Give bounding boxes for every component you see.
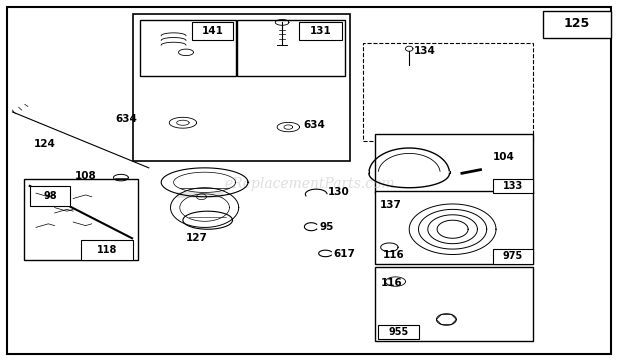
Bar: [375, 134, 533, 193]
Text: 134: 134: [414, 46, 436, 56]
Text: 125: 125: [564, 17, 590, 30]
Text: 137: 137: [380, 200, 402, 210]
Text: 127: 127: [186, 233, 208, 243]
Text: 118: 118: [97, 245, 117, 255]
Text: eReplacementParts.com: eReplacementParts.com: [224, 177, 396, 191]
Text: 955: 955: [388, 327, 409, 337]
Bar: [378, 325, 418, 339]
Bar: [237, 20, 345, 76]
Bar: [299, 22, 342, 40]
Text: 116: 116: [381, 278, 403, 288]
Text: 124: 124: [34, 139, 56, 149]
Bar: [375, 267, 533, 341]
Text: 108: 108: [74, 171, 96, 181]
Text: 95: 95: [319, 222, 334, 232]
Bar: [493, 179, 533, 193]
Bar: [81, 240, 133, 260]
Bar: [192, 22, 232, 40]
Text: 975: 975: [503, 251, 523, 261]
Bar: [493, 249, 533, 264]
Text: 617: 617: [333, 249, 355, 259]
Text: 130: 130: [327, 187, 349, 197]
Text: 104: 104: [493, 152, 515, 162]
Text: 131: 131: [309, 26, 332, 36]
Text: 98: 98: [43, 191, 56, 201]
Bar: [363, 43, 533, 141]
Text: 133: 133: [503, 181, 523, 191]
Text: 116: 116: [383, 250, 405, 260]
Bar: [375, 191, 533, 264]
Bar: [30, 186, 70, 206]
Bar: [542, 11, 611, 38]
Bar: [24, 179, 138, 260]
Bar: [133, 14, 350, 161]
Text: 141: 141: [202, 26, 224, 36]
Bar: [140, 20, 236, 76]
Text: 634: 634: [116, 114, 138, 124]
Text: 634: 634: [304, 120, 326, 130]
